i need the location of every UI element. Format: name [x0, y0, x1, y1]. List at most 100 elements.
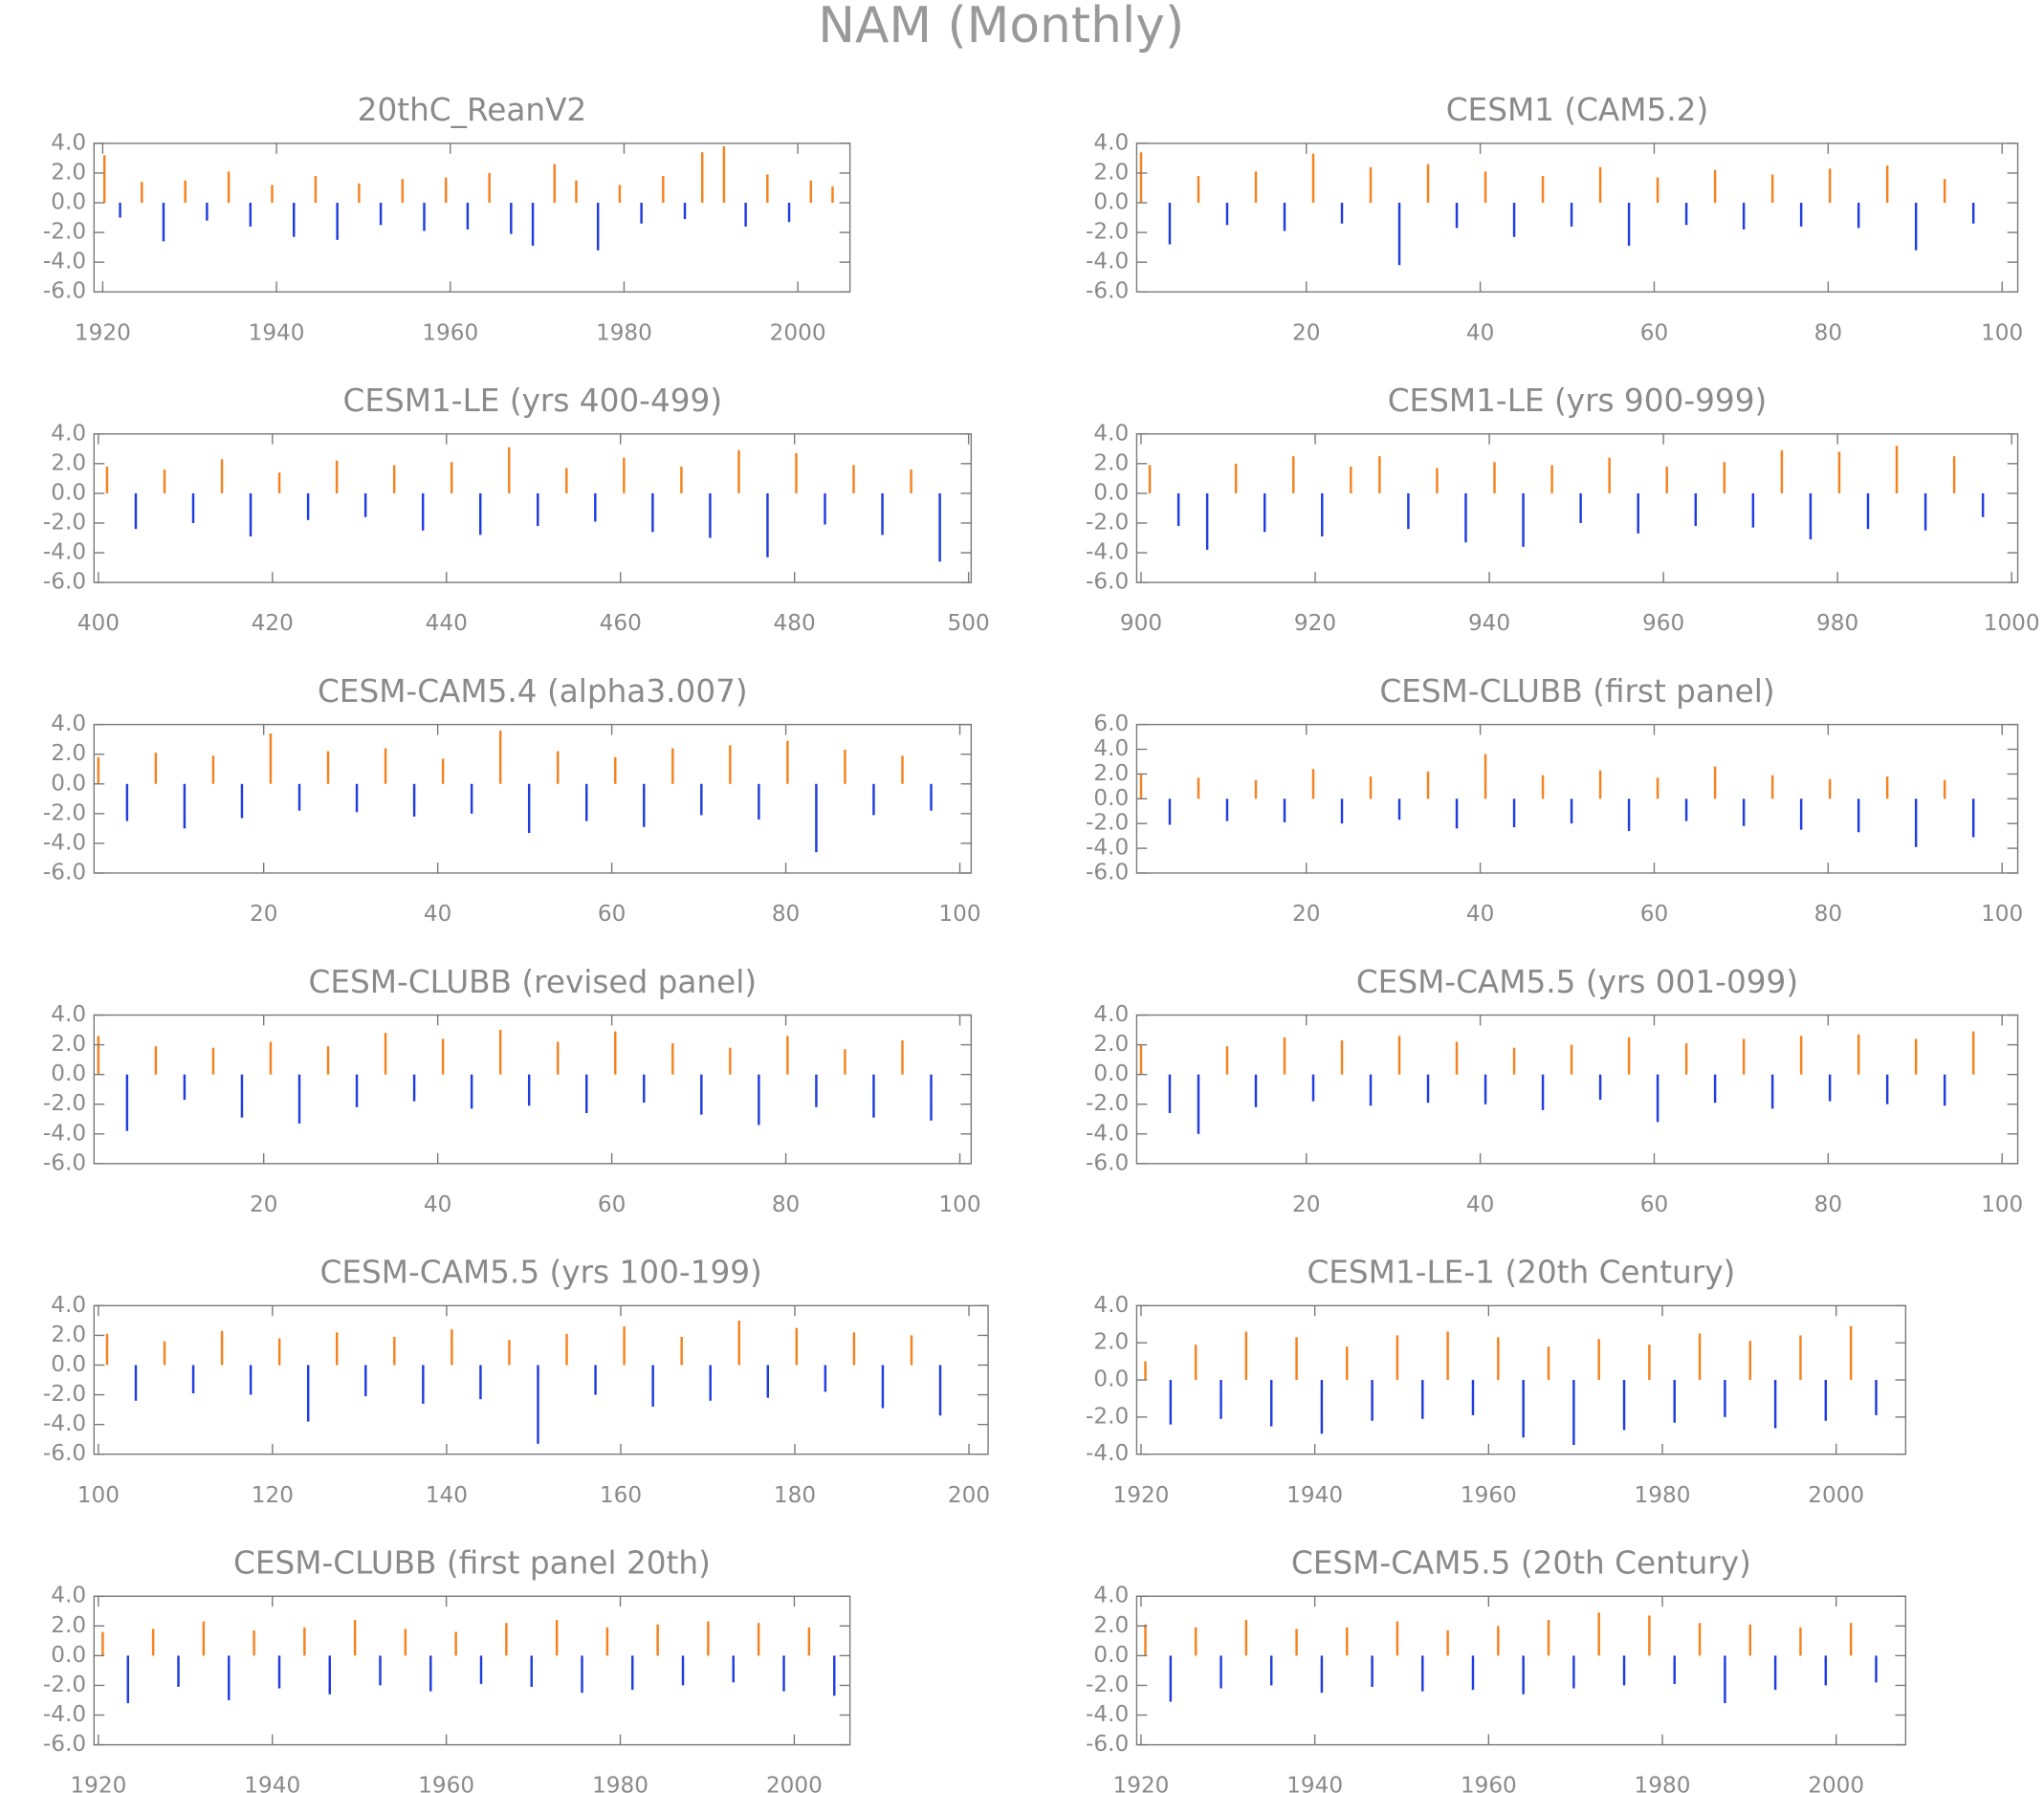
- bar: [1426, 771, 1430, 799]
- panel: CESM1-LE-1 (20th Century) -4.0 -2.0 0.0 2.0 4…: [1086, 1255, 1907, 1508]
- bar: [441, 758, 445, 784]
- bar: [1656, 177, 1659, 204]
- y-tick-label: -2.0: [1086, 1091, 1129, 1116]
- y-tick-label: 0.0: [51, 480, 86, 505]
- bar: [1598, 770, 1602, 799]
- bar: [1396, 1621, 1399, 1656]
- plot-frame: [1135, 433, 2019, 583]
- bar: [105, 1333, 109, 1366]
- x-tick-label: 900: [1120, 611, 1162, 636]
- x-tick-label: 2000: [1808, 1774, 1864, 1793]
- y-tick-label: -2.0: [43, 220, 86, 245]
- bar: [815, 1074, 818, 1107]
- bar: [1799, 203, 1803, 227]
- bar: [119, 203, 121, 218]
- bar: [1943, 779, 1946, 799]
- bar: [1397, 203, 1401, 266]
- bar: [384, 1033, 387, 1075]
- bar: [1378, 456, 1381, 493]
- y-tick-label: 4.0: [51, 1002, 86, 1027]
- bar: [938, 492, 941, 562]
- x-tick-label: 1980: [596, 320, 652, 345]
- x-tick-label: 40: [424, 1192, 451, 1217]
- bar: [1627, 798, 1631, 831]
- bar: [1197, 176, 1200, 204]
- bar: [1446, 1629, 1449, 1656]
- bar: [1673, 1655, 1676, 1684]
- bar: [1144, 1361, 1147, 1381]
- bar: [379, 203, 383, 226]
- bar: [1484, 754, 1487, 799]
- bar: [782, 1655, 785, 1692]
- bar: [423, 203, 426, 231]
- bar: [202, 1621, 206, 1656]
- bar: [206, 203, 209, 221]
- bar: [1426, 1074, 1430, 1104]
- bar: [531, 203, 535, 247]
- bar: [1923, 492, 1927, 531]
- y-tick-label: 4.0: [51, 1584, 86, 1608]
- bar: [249, 492, 253, 536]
- x-tick-label: 920: [1294, 611, 1336, 636]
- bar: [163, 470, 166, 493]
- x-tick-label: 1920: [70, 1774, 126, 1793]
- bar: [1799, 1335, 1802, 1381]
- bar: [97, 756, 100, 784]
- bar: [1321, 492, 1324, 536]
- bar: [249, 203, 253, 227]
- bar: [766, 1365, 770, 1398]
- y-tick-label: 2.0: [1093, 1330, 1129, 1355]
- bar: [393, 1336, 396, 1366]
- bar: [707, 1621, 710, 1656]
- panel-title: CESM-CAM5.5 (yrs 100-199): [320, 1255, 762, 1291]
- y-tick-label: 4.0: [1093, 736, 1129, 761]
- bar: [211, 1047, 215, 1075]
- x-tick-label: 80: [1814, 1192, 1842, 1217]
- bar: [1597, 1339, 1600, 1381]
- bar: [470, 1074, 473, 1109]
- bar: [1770, 174, 1774, 204]
- bar: [508, 447, 511, 493]
- bar: [429, 1655, 432, 1692]
- panel: CESM1 (CAM5.2) -6.0 -4.0 -2.0 0.0 2.0 4.0 20 40 6…: [1086, 92, 2023, 345]
- x-tick-label: 2000: [1808, 1483, 1864, 1508]
- y-tick-label: -6.0: [1086, 279, 1129, 304]
- bar: [1220, 1655, 1222, 1689]
- bar: [1340, 203, 1344, 224]
- y-tick-label: 0.0: [51, 1061, 86, 1086]
- bar: [807, 1627, 811, 1656]
- bar: [1139, 774, 1143, 799]
- y-tick-label: -2.0: [43, 510, 86, 535]
- bar: [1371, 1380, 1374, 1421]
- bar: [1346, 1346, 1349, 1381]
- bar: [441, 1039, 445, 1075]
- bar: [671, 748, 674, 784]
- bar: [640, 203, 643, 224]
- bar: [1799, 1627, 1802, 1656]
- plot-frame: [93, 723, 973, 874]
- bar: [1295, 1629, 1298, 1656]
- bar: [700, 152, 704, 204]
- bar: [700, 1074, 703, 1115]
- bar: [1455, 203, 1459, 229]
- y-tick-label: -4.0: [43, 1411, 86, 1436]
- bar: [1497, 1626, 1500, 1656]
- bar: [1484, 171, 1487, 204]
- y-tick-label: -2.0: [43, 1673, 86, 1697]
- bar: [815, 783, 818, 853]
- bar: [732, 1655, 735, 1683]
- bar: [596, 203, 600, 251]
- y-tick-label: 2.0: [51, 741, 86, 766]
- bar: [1512, 203, 1516, 237]
- bar: [1824, 1655, 1828, 1686]
- bar: [1648, 1345, 1651, 1381]
- bar: [1541, 775, 1545, 799]
- x-tick-label: 500: [948, 611, 990, 636]
- bar: [151, 1629, 155, 1656]
- bar: [1269, 1655, 1273, 1686]
- x-tick-label: 960: [1642, 611, 1684, 636]
- y-tick-label: 4.0: [1093, 1002, 1129, 1027]
- bar: [1885, 165, 1889, 204]
- bar: [1471, 1655, 1475, 1691]
- bar: [1512, 798, 1516, 828]
